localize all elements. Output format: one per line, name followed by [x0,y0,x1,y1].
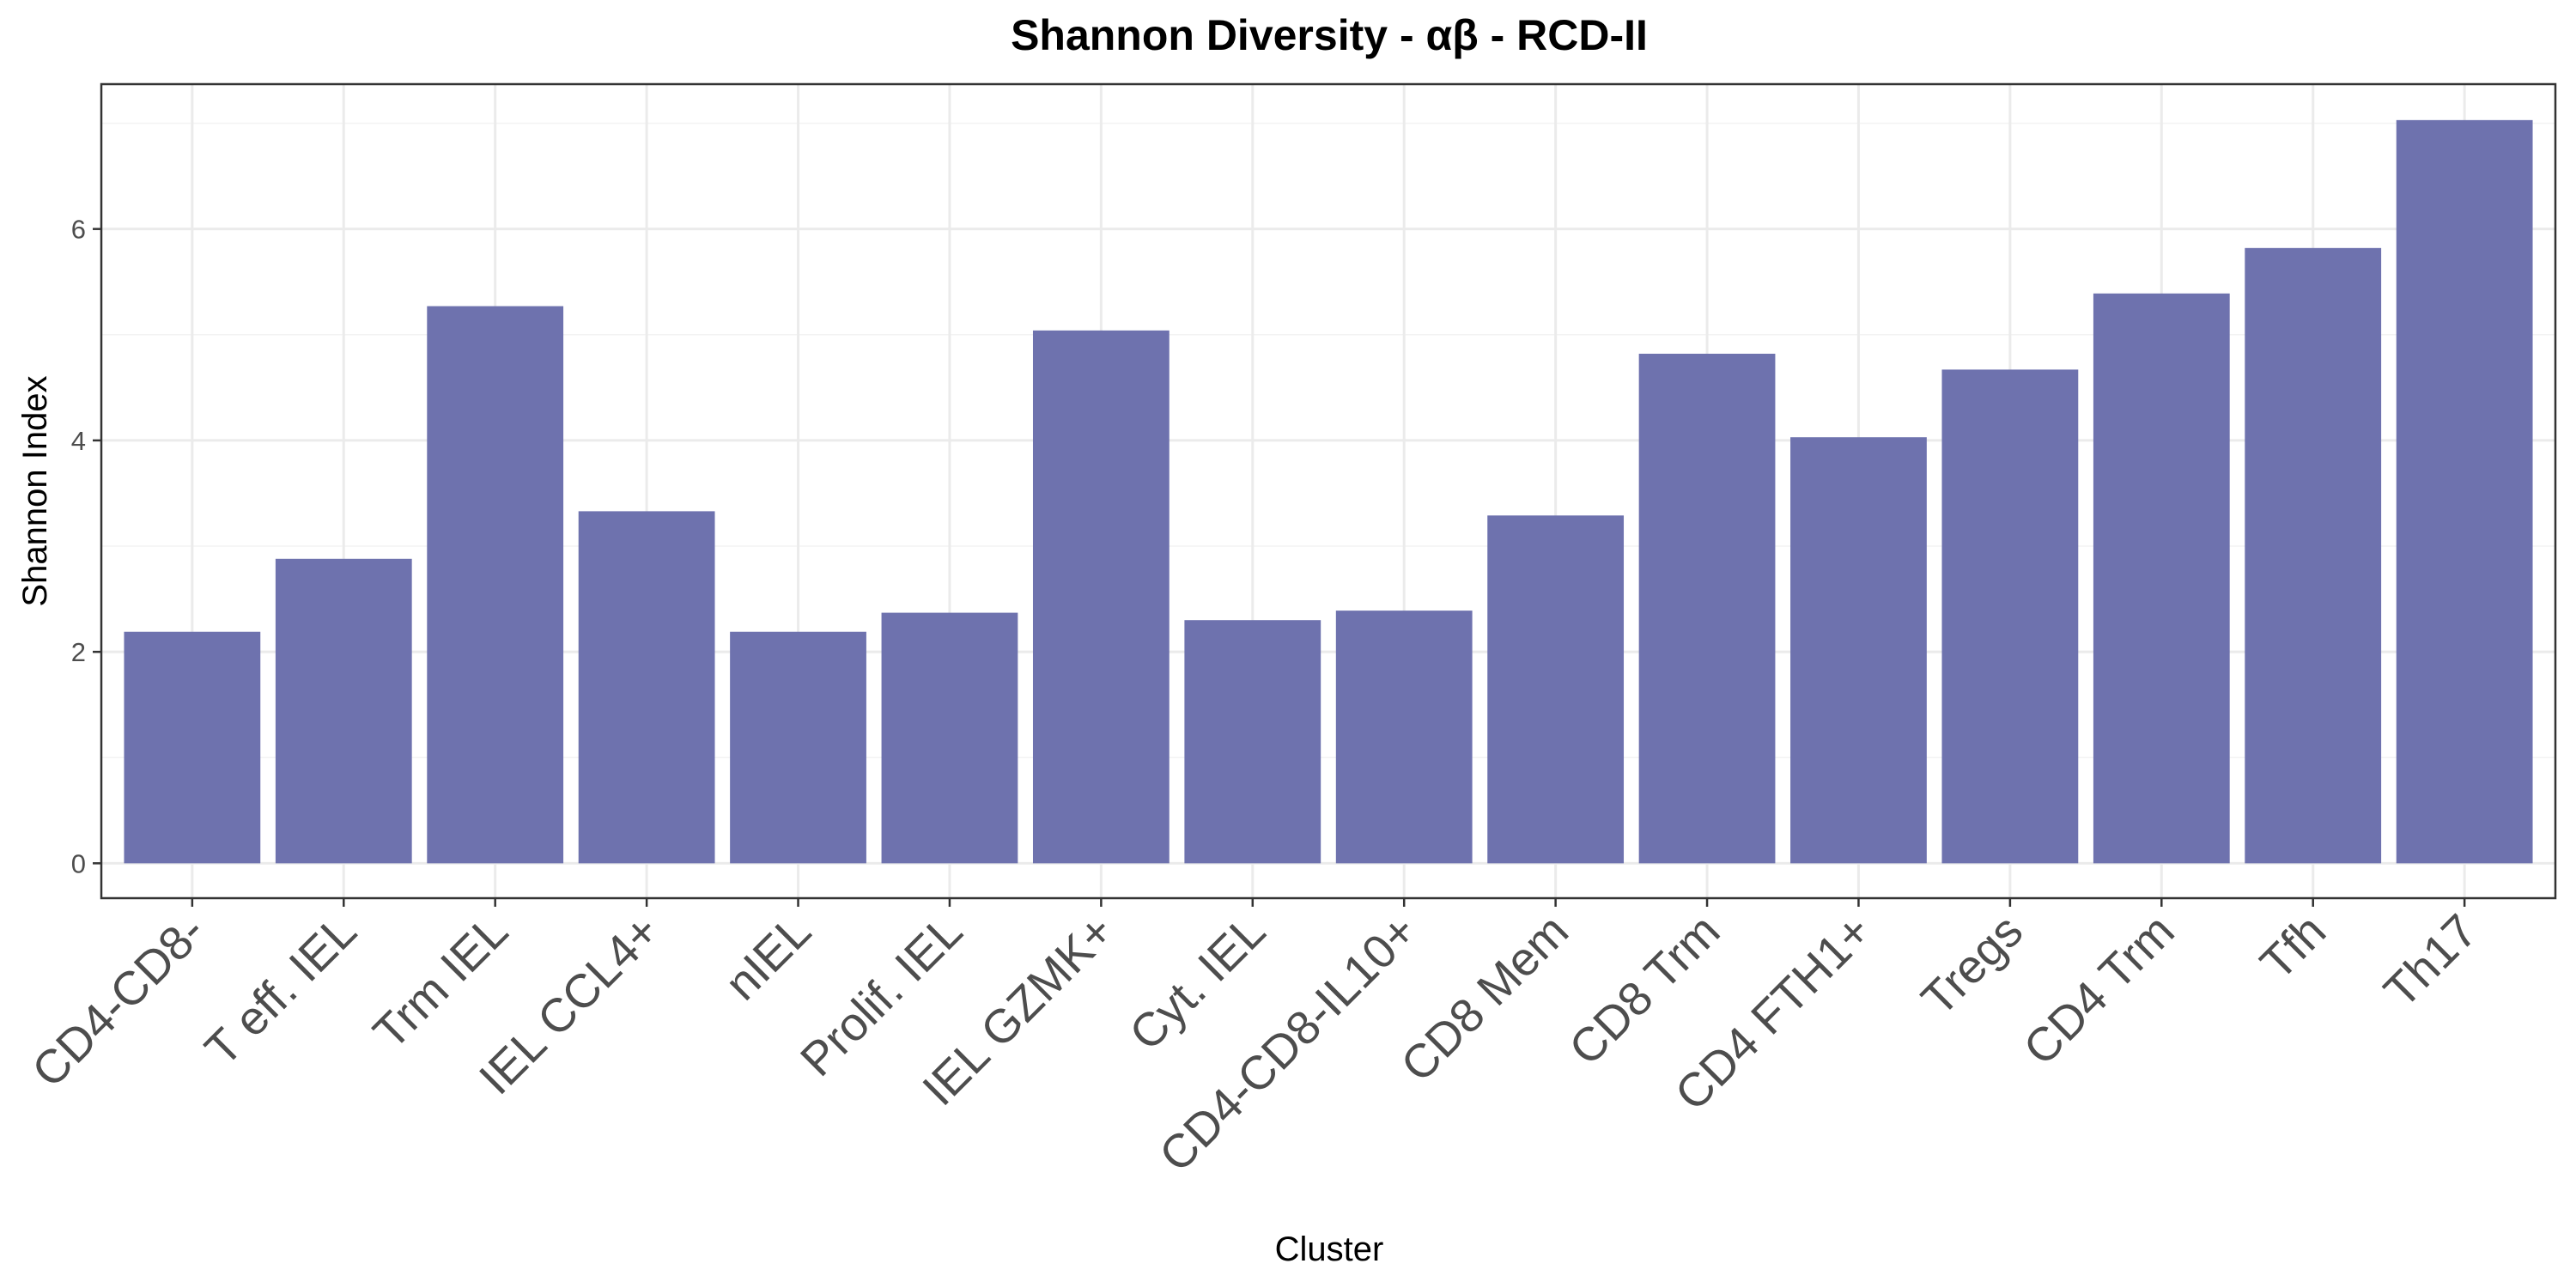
bar [2245,247,2382,864]
bar [1184,620,1321,864]
bar [578,511,715,864]
bar [1941,369,2079,864]
bar [1335,611,1473,864]
y-axis-title: Shannon Index [16,375,54,606]
y-tick-label: 2 [71,637,86,667]
y-axis: 0 2 4 6 [71,215,101,878]
bar [275,558,412,864]
bar [427,306,564,864]
bar [1790,437,1927,864]
chart-title: Shannon Diversity - αβ - RCD-II [1011,11,1648,59]
bar [730,631,866,864]
bar [2396,119,2533,864]
y-tick-label: 0 [71,848,86,878]
x-axis-title: Cluster [1275,1230,1384,1268]
panel [100,82,2557,900]
bar [2093,293,2230,864]
bar [1032,330,1170,864]
bar [1638,353,1776,864]
bar [1487,515,1625,864]
bar [881,612,1018,864]
bar [124,631,261,864]
y-tick-label: 4 [71,426,86,456]
y-tick-label: 6 [71,215,86,245]
panel-border [100,82,2557,900]
bars [124,119,2533,864]
